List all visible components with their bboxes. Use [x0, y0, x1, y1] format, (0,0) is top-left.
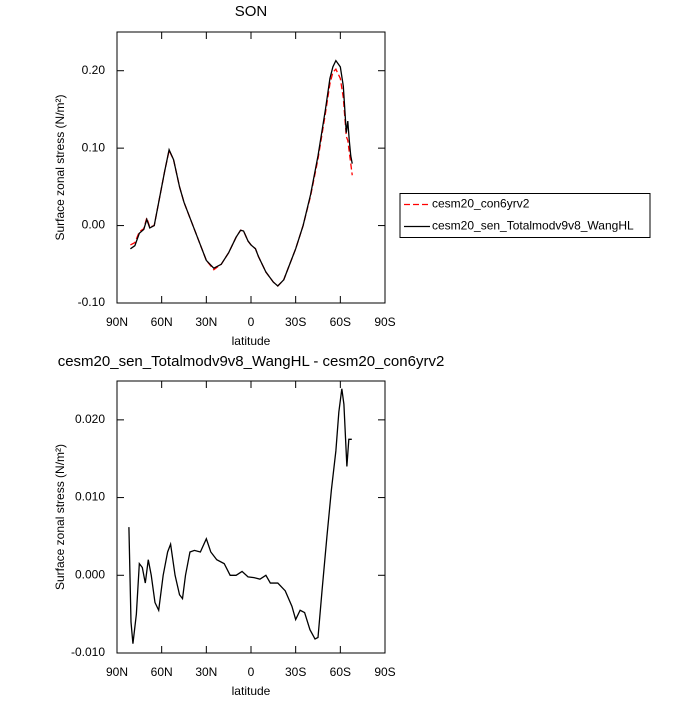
x-tick-label: 60S	[330, 315, 351, 329]
y-tick-label: -0.010	[71, 645, 105, 659]
x-tick-label: 0	[248, 665, 255, 679]
x-tick-label: 90N	[106, 315, 128, 329]
chart-title: cesm20_sen_Totalmodv9v8_WangHL - cesm20_…	[58, 353, 445, 370]
legend-label: cesm20_sen_Totalmodv9v8_WangHL	[432, 219, 634, 233]
y-axis-label: Surface zonal stress (N/m²)	[53, 94, 67, 240]
chart-title: SON	[235, 3, 268, 20]
y-tick-label: 0.00	[82, 218, 106, 232]
plot-frame	[116, 31, 386, 304]
y-tick-label: 0.10	[82, 140, 106, 154]
y-tick-label: 0.020	[75, 412, 105, 426]
x-tick-label: 60N	[151, 315, 173, 329]
y-axis-label: Surface zonal stress (N/m²)	[53, 444, 67, 590]
legend-label: cesm20_con6yrv2	[432, 197, 530, 211]
plot-frame	[116, 380, 386, 654]
legend-box	[399, 193, 651, 238]
x-tick-label: 30S	[285, 665, 306, 679]
x-axis-label: latitude	[232, 684, 271, 698]
x-tick-label: 30S	[285, 315, 306, 329]
y-tick-label: 0.20	[82, 63, 106, 77]
x-tick-label: 30N	[195, 665, 217, 679]
x-tick-label: 30N	[195, 315, 217, 329]
data-line	[128, 388, 352, 644]
x-tick-label: 60N	[151, 665, 173, 679]
y-tick-label: 0.000	[75, 567, 105, 581]
x-axis-label: latitude	[232, 334, 271, 348]
x-tick-label: 90S	[374, 315, 395, 329]
x-tick-label: 90N	[106, 665, 128, 679]
x-tick-label: 90S	[374, 665, 395, 679]
x-tick-label: 0	[248, 315, 255, 329]
data-line	[130, 59, 353, 287]
x-tick-label: 60S	[330, 665, 351, 679]
y-tick-label: -0.10	[78, 295, 106, 309]
y-tick-label: 0.010	[75, 490, 105, 504]
